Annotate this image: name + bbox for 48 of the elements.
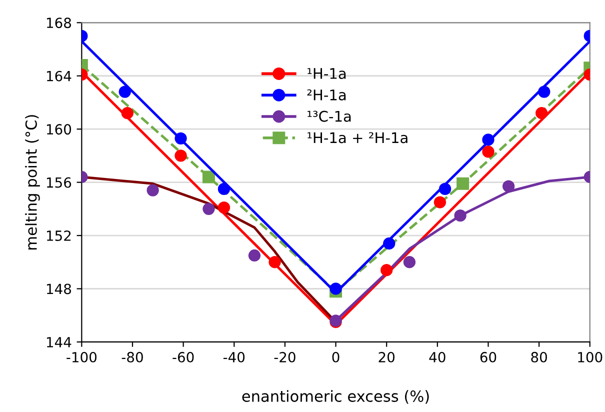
- y-tick-label: 152: [46, 230, 71, 241]
- y-axis-title: melting point (°C): [25, 115, 40, 250]
- point: [536, 107, 548, 120]
- y-tick-label: 144: [46, 337, 72, 348]
- point: [403, 256, 416, 268]
- point: [218, 182, 230, 196]
- point: [456, 177, 470, 190]
- x-tick-label: -100: [66, 352, 97, 362]
- x-tick-label: 100: [578, 352, 602, 362]
- x-tick-label: 40: [429, 352, 446, 362]
- x-tick-label: 20: [378, 352, 395, 362]
- point: [121, 107, 134, 120]
- point: [202, 202, 215, 215]
- y-tick-label: 148: [46, 284, 71, 294]
- legend-label: ¹H-1a: [308, 68, 346, 80]
- x-tick-label: 80: [531, 352, 547, 362]
- legend-label: ²H-1a: [307, 89, 346, 100]
- x-tick-label: -80: [122, 352, 143, 362]
- point: [118, 86, 131, 98]
- point: [330, 282, 342, 295]
- x-tick-label: -20: [274, 352, 296, 362]
- y-tick-label: 164: [46, 70, 72, 82]
- point: [146, 184, 159, 196]
- y-tick-label: 168: [46, 18, 71, 28]
- point: [482, 134, 494, 146]
- point: [174, 150, 187, 162]
- point: [174, 132, 187, 144]
- point: [434, 196, 446, 208]
- point: [438, 182, 452, 196]
- legend-label: ¹H-1a + ²H-1a: [308, 132, 408, 144]
- x-tick-label: -60: [172, 352, 194, 362]
- y-tick-label: 160: [46, 124, 72, 135]
- point: [454, 209, 466, 222]
- x-tick-label: 60: [480, 352, 496, 362]
- y-tick-label: 156: [46, 177, 72, 188]
- x-tick-label: 0: [332, 352, 340, 362]
- point: [502, 180, 515, 192]
- x-tick-label: -40: [223, 352, 245, 362]
- point: [268, 256, 281, 268]
- point: [248, 249, 261, 262]
- point: [380, 264, 393, 276]
- point: [218, 202, 230, 214]
- point: [538, 86, 550, 98]
- legend-label: ¹³C-1a: [308, 110, 351, 122]
- x-axis-title: enantiomeric excess (%): [242, 390, 429, 404]
- point: [383, 237, 396, 250]
- point: [482, 146, 494, 158]
- point: [202, 170, 215, 184]
